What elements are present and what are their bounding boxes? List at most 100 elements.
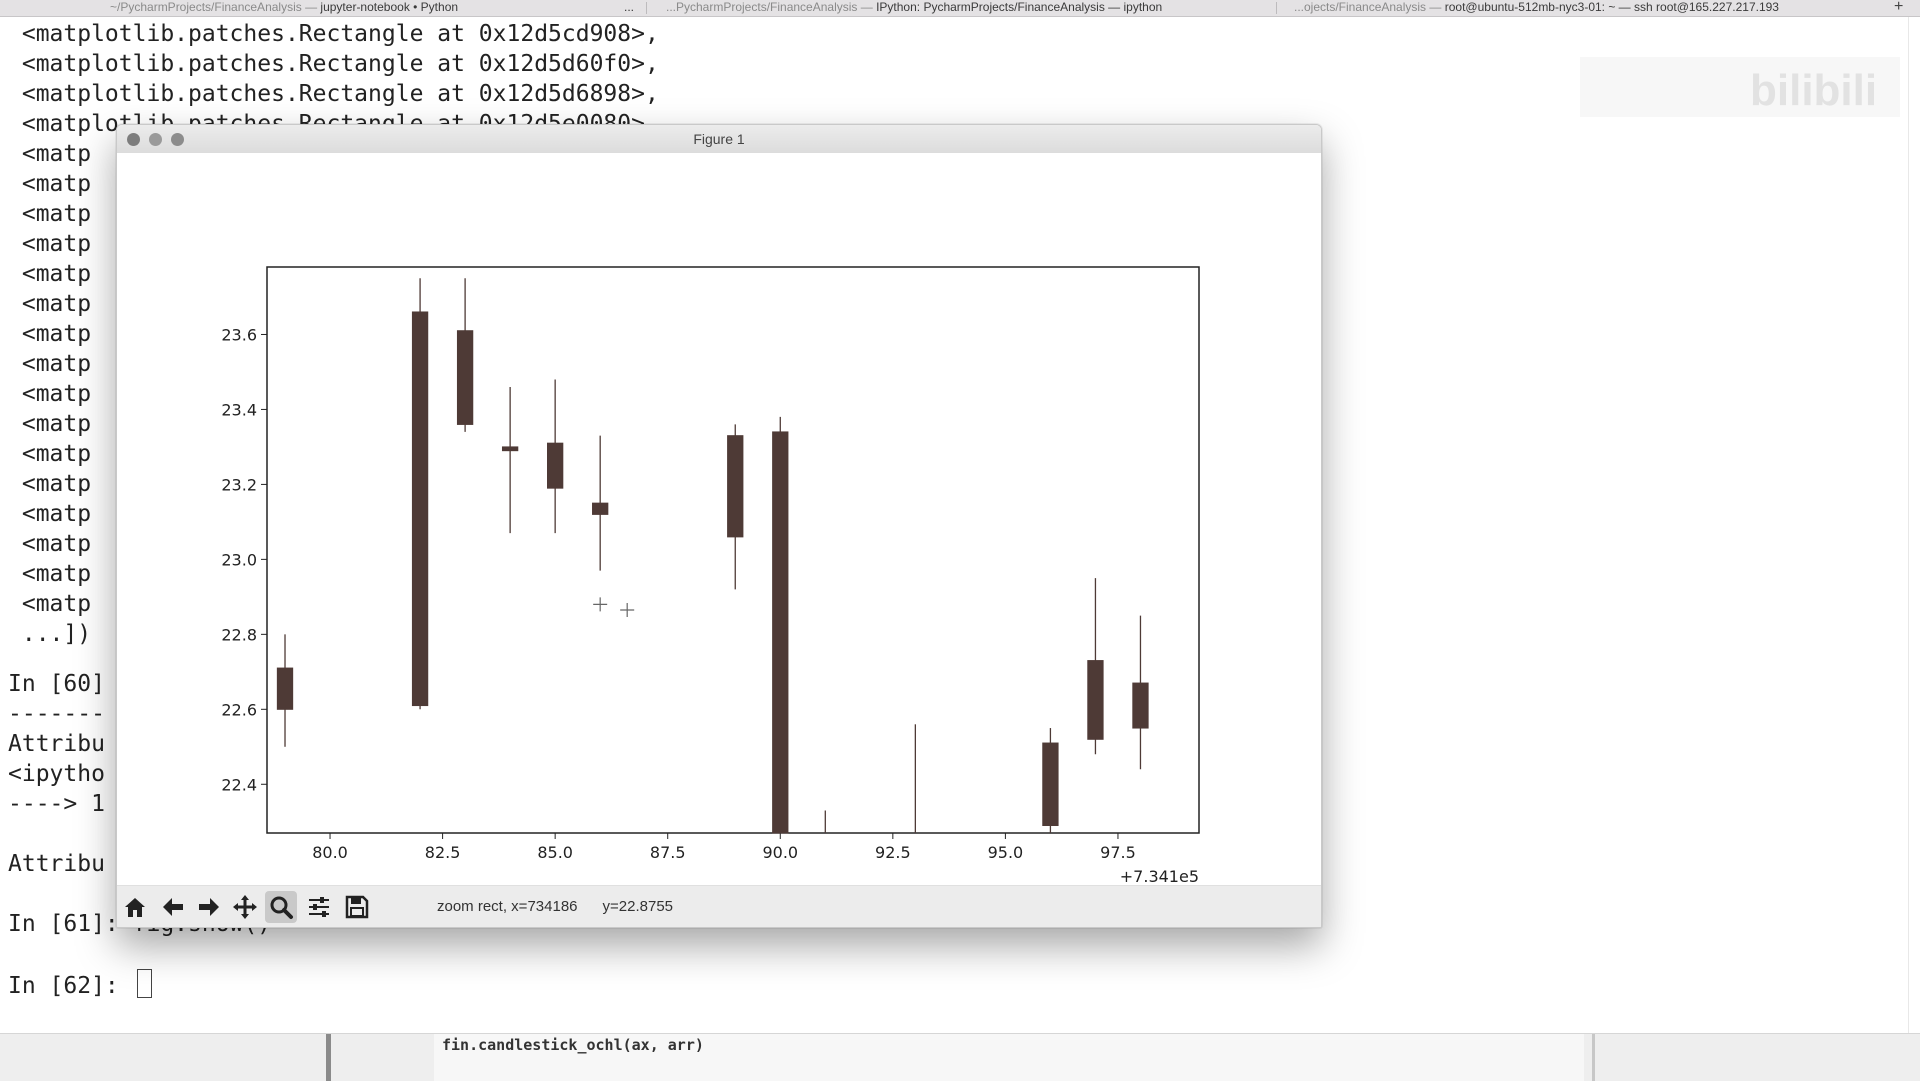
- candle-body: [1132, 682, 1149, 729]
- pan-button[interactable]: [229, 891, 261, 923]
- x-tick-label: 90.0: [762, 843, 798, 862]
- zoom-button[interactable]: [265, 891, 297, 923]
- y-tick-label: 23.2: [221, 475, 257, 494]
- candle-body: [411, 311, 429, 707]
- traceback-error: Attribu: [8, 731, 105, 757]
- back-icon: [163, 898, 183, 916]
- subplots-button[interactable]: [303, 891, 335, 923]
- axes-frame: [266, 266, 1200, 834]
- candle-body: [456, 330, 474, 425]
- output-line: <matp: [8, 141, 92, 167]
- bilibili-logo: bilibili: [1580, 57, 1900, 117]
- x-tick-label: 87.5: [650, 843, 686, 862]
- output-ellipsis: ...]): [8, 621, 92, 647]
- y-tick-label: 23.6: [221, 325, 257, 344]
- output-line: <matp: [8, 411, 92, 437]
- new-tab-button[interactable]: +: [1894, 0, 1904, 15]
- code-snippet: fin.candlestick_ochl(ax, arr): [434, 1034, 1584, 1081]
- tab-overflow-icon[interactable]: ...: [624, 0, 635, 14]
- tab-path: ...ojects/FinanceAnalysis —: [1294, 0, 1445, 14]
- x-tick-label: 92.5: [875, 843, 911, 862]
- output-line: <matp: [8, 471, 92, 497]
- tab-label: root@ubuntu-512mb-nyc3-01: ~ — ssh root@…: [1444, 0, 1779, 14]
- tab-path: ~/PycharmProjects/FinanceAnalysis —: [110, 0, 321, 14]
- output-line: <matp: [8, 231, 92, 257]
- svg-text:bilibili: bilibili: [1750, 66, 1877, 115]
- zoom-window-button[interactable]: [171, 133, 184, 146]
- crosshair-cursor-icon: [593, 597, 608, 612]
- candle-body: [592, 502, 609, 515]
- minimize-window-button[interactable]: [149, 133, 162, 146]
- forward-button[interactable]: [193, 891, 225, 923]
- output-line: <matplotlib.patches.Rectangle at 0x12d5d…: [8, 81, 659, 107]
- panel-divider[interactable]: [1592, 1034, 1595, 1081]
- output-line: <matp: [8, 291, 92, 317]
- output-line: <matp: [8, 561, 92, 587]
- terminal-scroll-edge: [1908, 17, 1909, 1033]
- candle-body: [547, 442, 564, 489]
- save-button[interactable]: [341, 891, 373, 923]
- figure-titlebar[interactable]: Figure 1: [117, 125, 1321, 154]
- output-line: <matp: [8, 381, 92, 407]
- bottom-panel: fin.candlestick_ochl(ax, arr): [0, 1033, 1920, 1081]
- pan-icon: [233, 895, 257, 919]
- home-button[interactable]: [119, 891, 151, 923]
- output-line: <matp: [8, 351, 92, 377]
- status-x: zoom rect, x=734186: [437, 898, 578, 915]
- candle-body: [727, 435, 744, 538]
- candle-body: [772, 431, 789, 834]
- status-y: y=22.8755: [602, 898, 674, 915]
- text-cursor: [136, 969, 152, 998]
- y-tick-label: 23.4: [221, 400, 257, 419]
- tab-ipython[interactable]: ...PycharmProjects/FinanceAnalysis — IPy…: [666, 0, 1286, 16]
- tab-label: IPython: PycharmProjects/FinanceAnalysis…: [876, 0, 1163, 14]
- output-line: <matp: [8, 531, 92, 557]
- home-icon: [125, 898, 145, 917]
- figure-window[interactable]: Figure 1 22.4 22.6 22.8 23.0 23.2 23.4 23.6 80.…: [116, 124, 1322, 928]
- output-line: <matplotlib.patches.Rectangle at 0x12d5d…: [8, 51, 659, 77]
- figure-title: Figure 1: [693, 131, 745, 147]
- output-line: <matp: [8, 321, 92, 347]
- candle-body: [1042, 742, 1059, 827]
- y-tick-label: 22.4: [221, 775, 257, 794]
- traceback-source: <ipytho: [8, 761, 105, 787]
- y-tick-label: 22.6: [221, 700, 257, 719]
- candlestick-chart[interactable]: 22.4 22.6 22.8 23.0 23.2 23.4 23.6 80.0 82.5 85.0…: [117, 153, 1321, 885]
- subplots-icon: [309, 897, 329, 917]
- x-tick-label: 97.5: [1100, 843, 1136, 862]
- terminal-tab-bar: ~/PycharmProjects/FinanceAnalysis — jupy…: [0, 0, 1920, 17]
- candle-body: [1087, 660, 1104, 740]
- tab-path: ...PycharmProjects/FinanceAnalysis —: [666, 0, 877, 14]
- zoom-icon: [270, 896, 293, 919]
- save-icon: [345, 895, 369, 919]
- output-line: <matp: [8, 261, 92, 287]
- panel-divider[interactable]: [326, 1034, 331, 1081]
- traceback-error: Attribu: [8, 851, 105, 877]
- tab-divider: [1276, 2, 1277, 14]
- back-button[interactable]: [157, 891, 189, 923]
- tab-divider: [646, 2, 647, 14]
- tab-ssh[interactable]: ...ojects/FinanceAnalysis — root@ubuntu-…: [1294, 0, 1884, 16]
- close-window-button[interactable]: [127, 133, 140, 146]
- figure-toolbar: zoom rect, x=734186 y=22.8755: [117, 885, 1321, 927]
- output-line: <matp: [8, 201, 92, 227]
- y-tick-label: 23.0: [221, 550, 257, 569]
- prompt-in-62[interactable]: In [62]:: [8, 969, 152, 1001]
- status-readout: zoom rect, x=734186 y=22.8755: [437, 886, 674, 927]
- x-tick-label: 85.0: [537, 843, 573, 862]
- tab-jupyter-notebook[interactable]: ~/PycharmProjects/FinanceAnalysis — jupy…: [110, 0, 630, 16]
- traceback-arrow: ----> 1: [8, 791, 105, 817]
- prompt-in-60: In [60]: [8, 671, 105, 697]
- output-line: <matp: [8, 171, 92, 197]
- output-line: <matp: [8, 501, 92, 527]
- candle-body: [276, 667, 294, 710]
- x-tick-label: 95.0: [988, 843, 1024, 862]
- traceback-divider: -------: [8, 701, 105, 727]
- x-offset-label: +7.341e5: [1120, 867, 1199, 885]
- prompt-label: In [62]:: [8, 973, 133, 999]
- x-tick-label: 80.0: [312, 843, 348, 862]
- plot-canvas[interactable]: 22.4 22.6 22.8 23.0 23.2 23.4 23.6 80.0 82.5 85.0…: [117, 153, 1321, 885]
- x-tick-label: 82.5: [425, 843, 461, 862]
- y-tick-label: 22.8: [221, 625, 257, 644]
- output-line: <matplotlib.patches.Rectangle at 0x12d5c…: [8, 21, 659, 47]
